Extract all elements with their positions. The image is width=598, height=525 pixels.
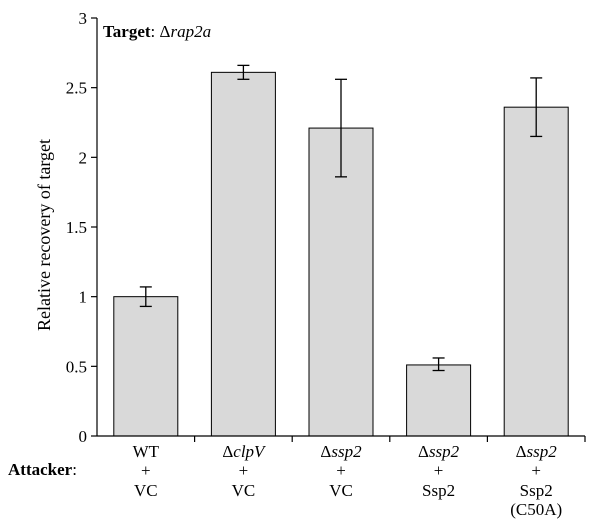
y-tick-label: 1.5 bbox=[66, 218, 87, 237]
title-sep: : bbox=[151, 22, 160, 41]
bars bbox=[113, 71, 569, 437]
category-plus: + bbox=[531, 461, 541, 480]
category-strain: ΔclpV bbox=[222, 442, 267, 461]
bar bbox=[113, 296, 179, 437]
title-strain: rap2a bbox=[170, 22, 211, 41]
y-tick-label: 2 bbox=[79, 148, 88, 167]
y-ticks bbox=[91, 17, 97, 437]
y-tick-label: 2.5 bbox=[66, 79, 87, 98]
bar bbox=[308, 127, 374, 437]
category-plus: + bbox=[141, 461, 151, 480]
error-bars bbox=[139, 64, 543, 372]
y-tick-label: 3 bbox=[79, 9, 88, 28]
category-labels: WT+VCΔclpV+VCΔssp2+VCΔssp2+Ssp2Δssp2+Ssp… bbox=[133, 442, 563, 519]
x-ticks bbox=[194, 436, 586, 442]
title-prefix: Δ bbox=[160, 22, 171, 41]
category-plasmid: Ssp2 bbox=[422, 481, 455, 500]
category-plasmid: VC bbox=[329, 481, 353, 500]
category-mutation: (C50A) bbox=[510, 500, 562, 519]
category-strain: Δssp2 bbox=[320, 442, 362, 461]
row-label-attacker: Attacker: bbox=[8, 460, 77, 479]
title-label: Target bbox=[103, 22, 151, 41]
y-axis-label: Relative recovery of target bbox=[34, 139, 54, 331]
category-strain: Δssp2 bbox=[516, 442, 558, 461]
category-plasmid: Ssp2 bbox=[520, 481, 553, 500]
category-strain: WT bbox=[133, 442, 160, 461]
category-plus: + bbox=[434, 461, 444, 480]
category-plus: + bbox=[239, 461, 249, 480]
bar bbox=[210, 71, 276, 437]
category-plasmid: VC bbox=[134, 481, 158, 500]
y-tick-label: 0 bbox=[79, 427, 88, 446]
bar bbox=[406, 364, 472, 437]
y-tick-label: 1 bbox=[79, 288, 88, 307]
category-plus: + bbox=[336, 461, 346, 480]
chart-title: Target: Δrap2a bbox=[103, 22, 211, 41]
bar bbox=[503, 106, 569, 437]
y-tick-label: 0.5 bbox=[66, 357, 87, 376]
category-plasmid: VC bbox=[232, 481, 256, 500]
category-strain: Δssp2 bbox=[418, 442, 460, 461]
y-tick-labels: 0 0.5 1 1.5 2 2.5 3 bbox=[66, 9, 87, 446]
